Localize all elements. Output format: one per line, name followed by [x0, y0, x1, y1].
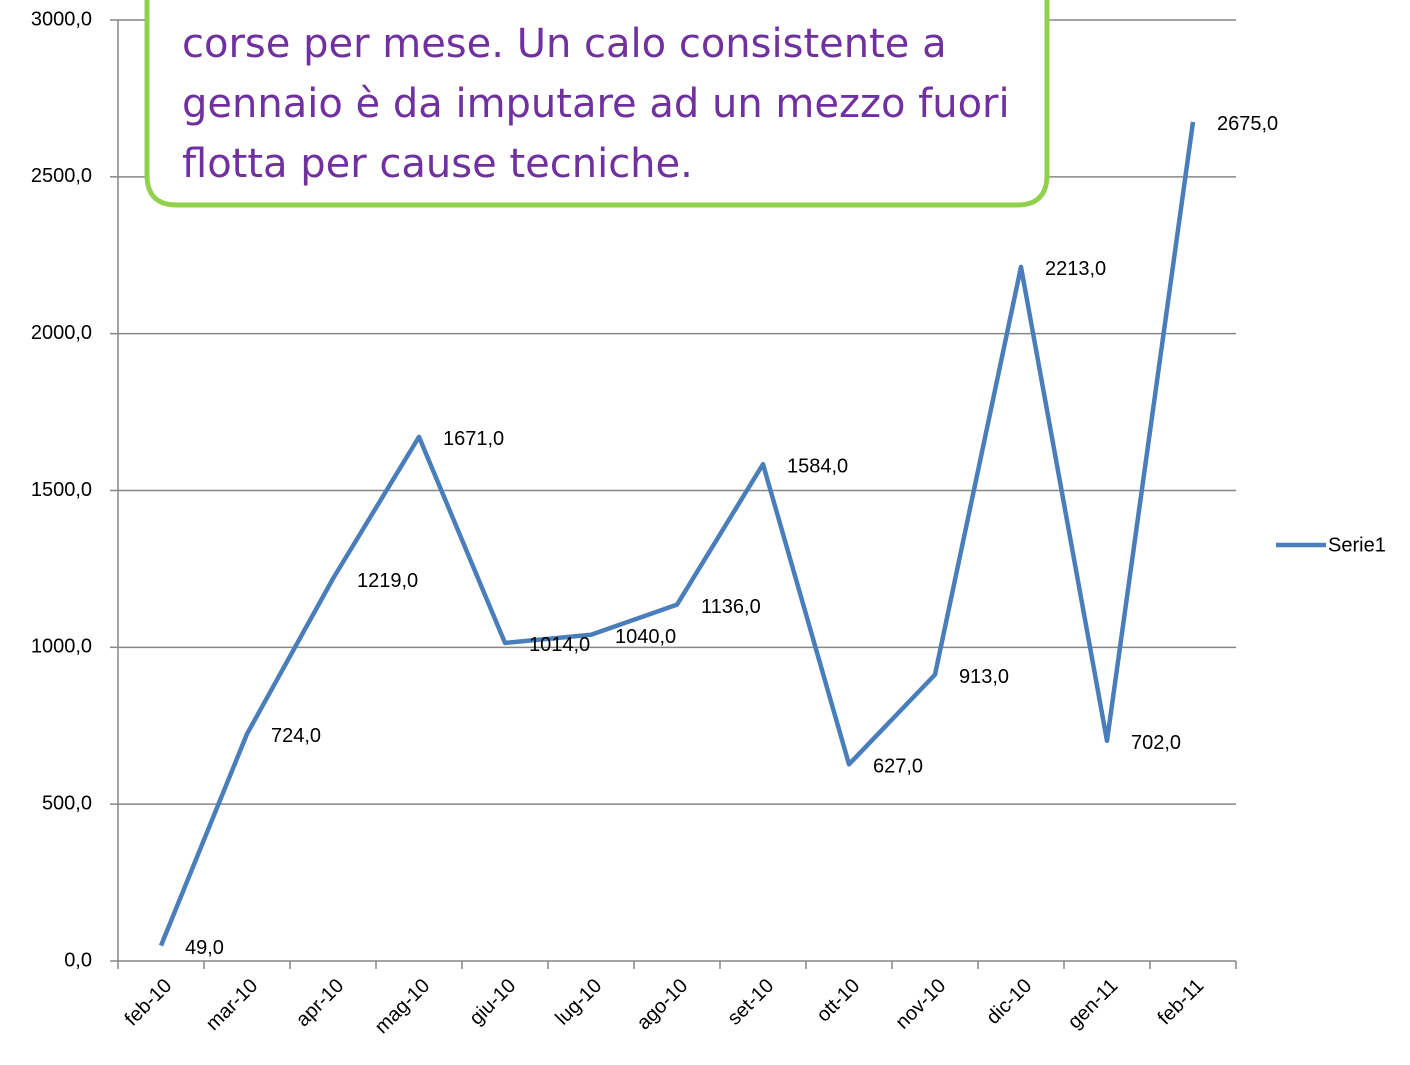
data-label: 49,0	[185, 937, 224, 959]
y-tick-label: 500,0	[42, 792, 92, 814]
x-tick-label: apr-10	[292, 975, 348, 1031]
y-tick-label: 0,0	[64, 949, 92, 971]
y-tick-label: 2500,0	[31, 165, 92, 187]
data-label: 2213,0	[1045, 258, 1106, 280]
y-tick-label: 1500,0	[31, 479, 92, 501]
data-label: 1014,0	[529, 634, 590, 656]
x-tick-label: gen-11	[1064, 975, 1123, 1034]
x-tick-label: mag-10	[371, 975, 435, 1039]
x-tick-label: ago-10	[633, 975, 693, 1035]
annotation-line: flotta per cause tecniche.	[182, 141, 693, 187]
x-tick-label: ott-10	[813, 975, 865, 1027]
data-label: 627,0	[873, 756, 923, 778]
y-tick-label: 1000,0	[31, 636, 92, 658]
x-tick-label: giu-10	[465, 975, 520, 1030]
data-label: 702,0	[1131, 732, 1181, 754]
annotation-box	[144, 0, 1050, 208]
x-tick-label: feb-11	[1154, 975, 1209, 1030]
data-label: 724,0	[271, 725, 321, 747]
series-line	[158, 121, 1196, 947]
y-tick-label: 2000,0	[31, 322, 92, 344]
x-tick-label: lug-10	[551, 975, 606, 1030]
x-tick-label: feb-10	[121, 975, 177, 1031]
annotation-line: corse per mese. Un calo consistente a	[182, 21, 947, 67]
data-label: 1584,0	[787, 455, 848, 477]
data-label: 2675,0	[1217, 113, 1278, 135]
x-tick-label: mar-10	[202, 975, 262, 1035]
x-tick-label: dic-10	[982, 975, 1036, 1029]
data-label: 1671,0	[443, 428, 504, 450]
data-label: 1040,0	[615, 626, 676, 648]
legend-label: Serie1	[1328, 534, 1386, 556]
x-tick-label: nov-10	[891, 975, 950, 1034]
data-label: 913,0	[959, 666, 1009, 688]
data-label: 1136,0	[701, 596, 761, 618]
y-tick-label: 3000,0	[31, 8, 92, 30]
annotation-line: gennaio è da imputare ad un mezzo fuori	[182, 81, 1010, 127]
x-tick-label: set-10	[723, 975, 778, 1030]
data-label: 1219,0	[357, 570, 418, 592]
